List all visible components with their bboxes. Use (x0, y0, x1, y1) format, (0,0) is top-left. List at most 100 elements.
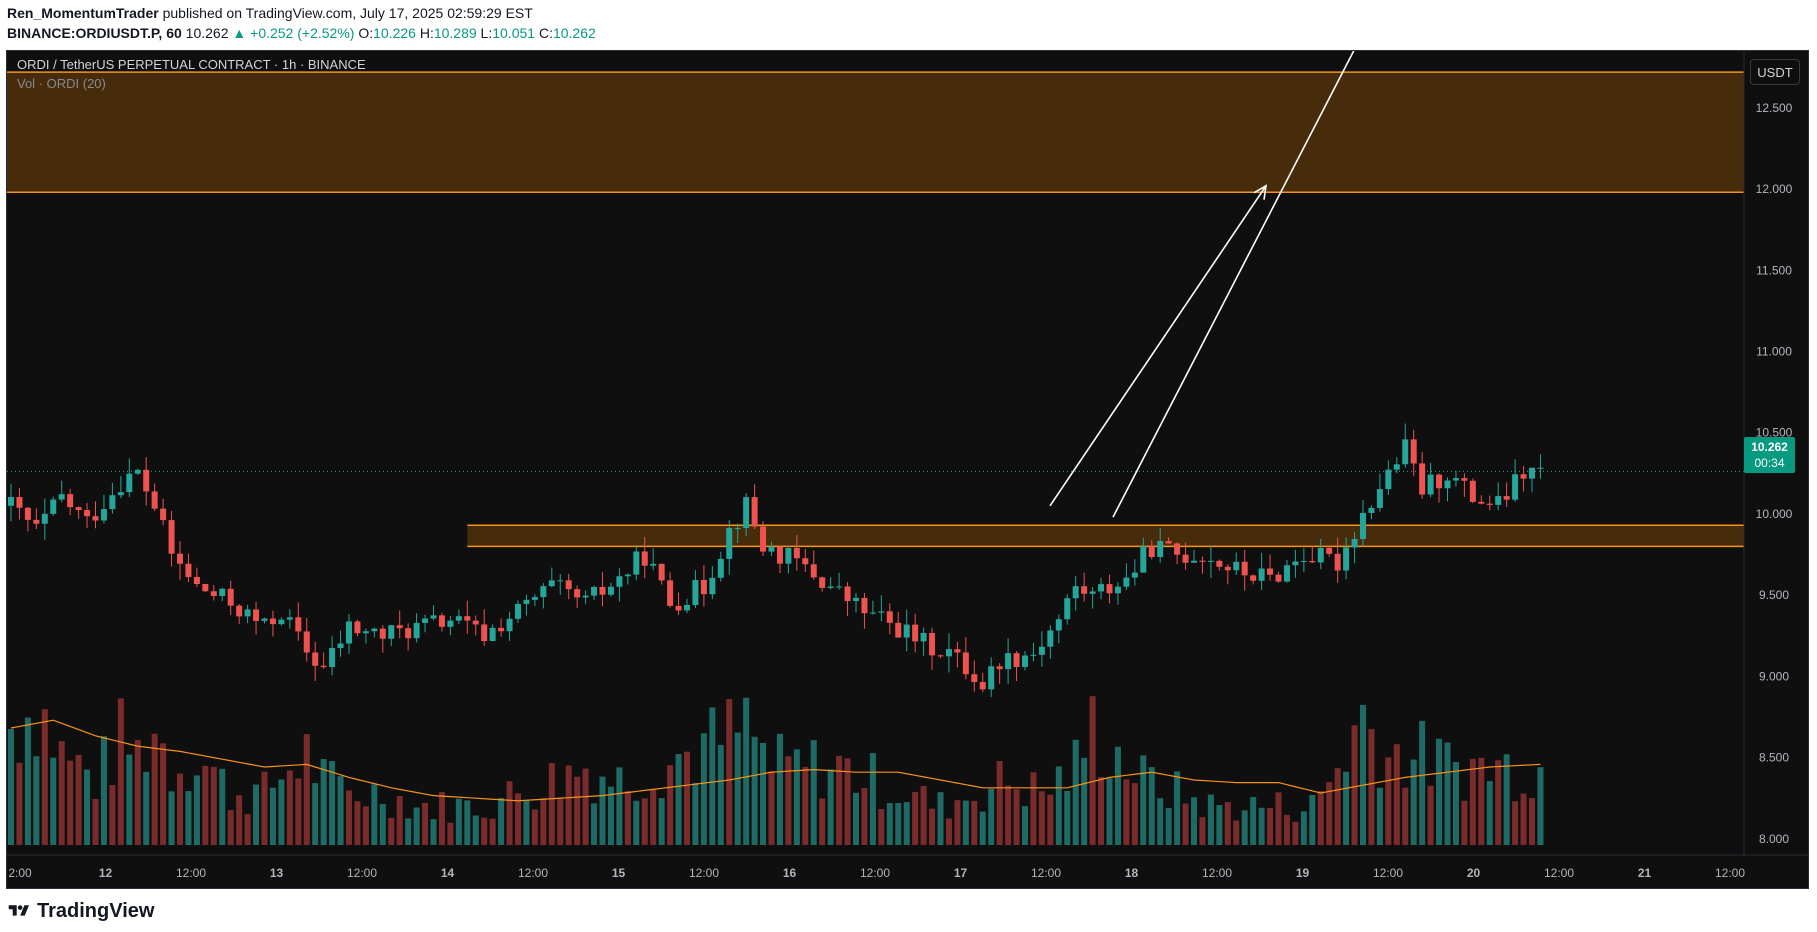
volume-bar (1241, 810, 1248, 845)
candle-body (954, 649, 961, 653)
y-tick-label: 9.000 (1759, 669, 1789, 683)
volume-bar (776, 733, 783, 845)
candle-body (844, 586, 851, 602)
last-price-value: 10.262 (1751, 440, 1788, 454)
candle-body (1224, 566, 1231, 571)
candle-body (371, 628, 378, 632)
candle-body (1030, 654, 1037, 656)
volume-bar (1427, 785, 1434, 845)
price-chart[interactable]: 12.500 12.000 11.500 11.000 10.500 10.000 9.50… (7, 51, 1809, 889)
candle-body (67, 494, 74, 508)
volume-bar (455, 798, 462, 845)
volume-bar (151, 733, 158, 845)
volume-bar (1503, 754, 1510, 845)
volume-bar (379, 803, 386, 845)
candle-body (1174, 543, 1181, 555)
candle-body (1292, 561, 1299, 566)
volume-bar (16, 762, 23, 845)
candle-body (236, 605, 243, 617)
candle-body (1098, 584, 1105, 592)
candle-body (320, 665, 327, 668)
volume-bar (1157, 798, 1164, 845)
candle-body (481, 624, 488, 642)
candle-body (1250, 575, 1257, 581)
volume-bar (531, 809, 538, 845)
x-tick-label: 13 (270, 866, 284, 880)
volume-bar (354, 801, 361, 845)
tradingview-logo-text: TradingView (37, 899, 155, 922)
volume-bar (641, 798, 648, 845)
candle-body (582, 595, 589, 598)
candle-body (396, 625, 403, 629)
volume-bar (278, 779, 285, 845)
author-name[interactable]: Ren_MomentumTrader (7, 5, 159, 21)
candle-body (185, 563, 192, 578)
x-tick-label: 18 (1125, 866, 1139, 880)
candle-body (1182, 554, 1189, 563)
volume-bar (1469, 758, 1476, 845)
y-tick-label: 9.500 (1759, 588, 1789, 602)
candle-body (903, 624, 910, 638)
candle-body (168, 520, 175, 554)
candle-body (1393, 464, 1400, 470)
volume-bar (253, 784, 260, 845)
candle-body (599, 586, 606, 595)
volume-bar (24, 717, 31, 845)
volume-bar (50, 757, 57, 845)
candle-body (1072, 586, 1079, 599)
volume-bar (261, 771, 268, 845)
volume-bar (100, 736, 107, 845)
candle-body (1241, 561, 1248, 576)
y-tick-label: 12.500 (1756, 101, 1793, 115)
candle-body (1089, 591, 1096, 594)
candle-body (760, 526, 767, 552)
candle-body (388, 625, 395, 639)
volume-bar (1022, 806, 1028, 845)
volume-bar (548, 763, 555, 845)
projection-arrow-head (1253, 184, 1268, 200)
volume-bar (244, 814, 251, 845)
candle-body (700, 579, 707, 595)
candle-body (895, 622, 902, 638)
volume-bar (1224, 802, 1231, 845)
candle-body (692, 579, 699, 605)
volume-bar (996, 761, 1003, 845)
candle-body (1309, 560, 1316, 563)
candle-body (278, 619, 285, 625)
candle-body (422, 618, 429, 623)
low-label: L: (480, 25, 493, 41)
volume-bar (709, 707, 716, 845)
candle-body (1385, 469, 1392, 490)
candle-body (92, 516, 99, 521)
candle-body (75, 507, 82, 511)
x-tick-label: 12:00 (860, 866, 890, 880)
volume-bar (362, 806, 369, 845)
candle-body (793, 547, 800, 559)
projection-arrow-1 (1049, 185, 1267, 507)
candle-body (109, 495, 116, 510)
candle-body (667, 580, 674, 606)
volume-bar (1444, 742, 1451, 845)
volume-bar (920, 785, 927, 845)
volume-bar (717, 744, 724, 845)
volume-bar (320, 759, 327, 845)
candle-body (438, 615, 445, 627)
candle-body (920, 632, 927, 642)
chart-pane[interactable]: 12.500 12.000 11.500 11.000 10.500 10.000 9.50… (6, 50, 1809, 889)
candle-body (827, 586, 834, 588)
candle-body (337, 643, 344, 648)
volume-bar (1478, 757, 1485, 845)
candle-body (16, 497, 23, 508)
candle-body (624, 574, 631, 577)
candle-body (1106, 584, 1113, 594)
volume-bar (1520, 793, 1527, 845)
volume-bar (447, 822, 454, 845)
currency-button[interactable]: USDT (1750, 59, 1800, 85)
candle-body (1165, 541, 1172, 544)
candle-body (41, 513, 48, 524)
candle-body (988, 666, 995, 690)
volume-bar (1047, 794, 1054, 845)
x-tick-label: 12:00 (1373, 866, 1403, 880)
volume-bar (700, 733, 707, 845)
candle-body (295, 617, 302, 632)
